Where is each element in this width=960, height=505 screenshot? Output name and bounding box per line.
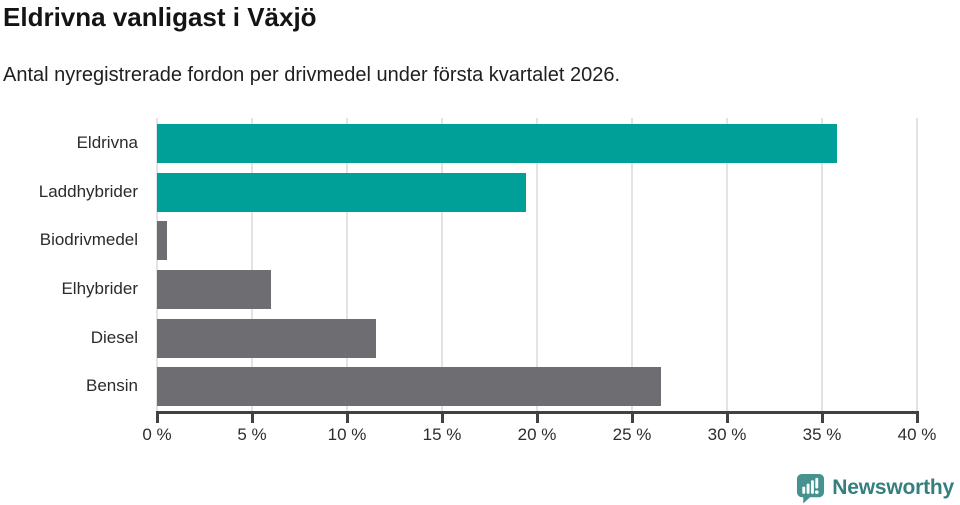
chart-title: Eldrivna vanligast i Växjö [3,2,317,32]
bar-laddhybrider [157,172,526,212]
category-label: Laddhybrider [38,181,138,201]
x-axis-tick [345,414,349,423]
gridline [631,118,633,412]
gridline [441,118,443,412]
x-axis-tick-label: 30 % [707,425,747,444]
bar-eldrivna [157,123,838,163]
x-axis-ticks [155,414,919,424]
x-axis-tick-label: 5 % [237,425,267,444]
x-axis-tick-label: 40 % [897,425,937,444]
gridline [821,118,823,412]
x-axis-tick-label: 20 % [517,425,557,444]
bar-bensin [157,367,661,407]
x-axis-tick-label: 0 % [142,425,172,444]
category-label: Bensin [86,376,138,396]
x-axis-tick-label: 35 % [802,425,842,444]
category-label: Elhybrider [61,279,138,298]
chart-subtitle: Antal nyregistrerade fordon per drivmede… [3,64,621,86]
category-label: Eldrivna [76,133,138,152]
x-axis-tick [250,414,254,423]
x-axis-tick [820,414,824,423]
x-axis-line [156,411,919,414]
x-axis-tick-label: 10 % [327,425,367,444]
bar-elhybrider [157,269,271,309]
plot-area [156,118,918,412]
x-axis-tick-label: 25 % [612,425,652,444]
category-label: Diesel [90,327,138,347]
category-label: Biodrivmedel [39,230,138,250]
bar-biodrivmedel [157,221,167,261]
bar-diesel [157,318,376,358]
x-axis-tick-label: 15 % [422,425,462,444]
x-axis-tick [535,414,539,423]
gridline [156,118,158,412]
category-labels: Eldrivna Laddhybrider Biodrivmedel Elhybrid… [0,119,147,411]
gridline [916,118,918,412]
x-axis-tick-labels: 0 % 5 % 10 % 15 % 20 % 25 % 30 % 35 % 40 % [142,425,936,445]
x-axis-tick [630,414,634,423]
brand-footer: Newsworthy [796,472,954,504]
x-axis-tick [915,414,919,423]
newsworthy-speech-bubble-chart-icon [797,473,825,503]
gridline [536,118,538,412]
gridline [726,118,728,412]
gridline [346,118,348,412]
x-axis-tick [440,414,444,423]
x-axis-tick [155,414,159,423]
brand-label: Newsworthy [832,476,954,499]
x-axis-tick [725,414,729,423]
gridline [251,118,253,412]
